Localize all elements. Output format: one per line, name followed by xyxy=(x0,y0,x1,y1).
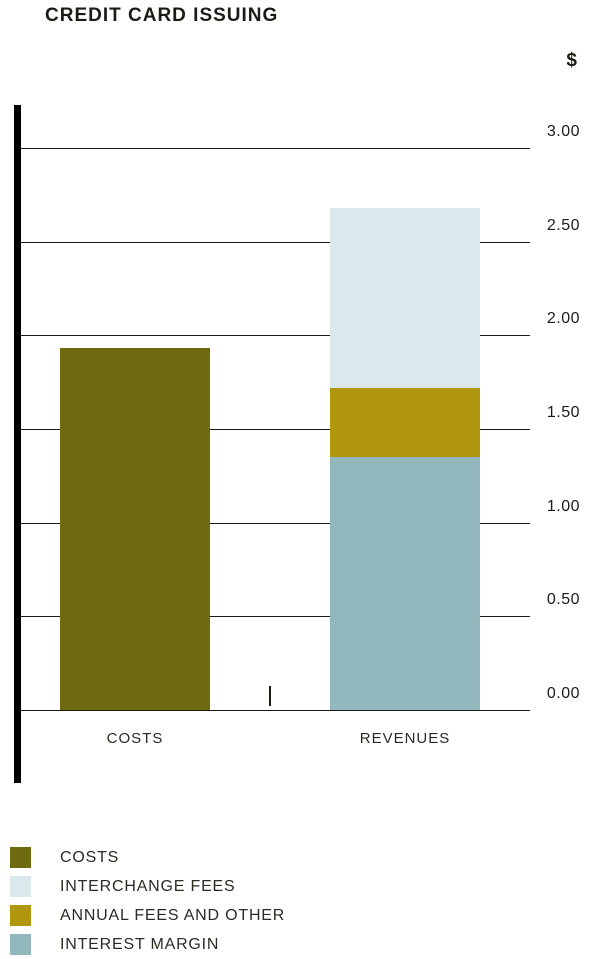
y-tick-label-2.50: 2.50 xyxy=(546,216,580,234)
legend-item-interchange-fees: INTERCHANGE FEES xyxy=(10,872,285,901)
legend-swatch xyxy=(10,905,31,926)
legend-item-costs: COSTS xyxy=(10,843,285,872)
gridline-2.50 xyxy=(21,241,530,243)
chart-title: CREDIT CARD ISSUING xyxy=(45,5,279,26)
x-label-costs: COSTS xyxy=(106,730,164,747)
gridline-2.00 xyxy=(21,335,530,337)
y-tick-label-0.00: 0.00 xyxy=(546,685,580,702)
legend-label: COSTS xyxy=(60,848,120,866)
gridline-1.50 xyxy=(21,429,530,430)
legend-swatch xyxy=(10,934,31,955)
bar-revenues-interest-margin xyxy=(330,457,480,710)
bar-costs-costs xyxy=(60,348,210,710)
bar-revenues-annual-fees-and-other xyxy=(330,387,480,458)
y-tick-label-3.00: 3.00 xyxy=(546,123,580,140)
gridline-1.00 xyxy=(21,522,530,524)
legend-swatch xyxy=(10,847,31,868)
legend-label: INTEREST MARGIN xyxy=(60,935,220,953)
legend-swatch xyxy=(10,876,31,897)
x-label-revenues: REVENUES xyxy=(359,730,451,747)
y-axis-unit-label: $ xyxy=(566,50,577,71)
legend-label: INTERCHANGE FEES xyxy=(60,877,236,895)
legend-item-interest-margin: INTEREST MARGIN xyxy=(10,930,285,959)
y-axis-line xyxy=(14,105,21,783)
y-tick-label-2.00: 2.00 xyxy=(546,310,580,328)
gridline-3.00 xyxy=(21,148,530,149)
y-tick-label-1.50: 1.50 xyxy=(546,404,580,421)
legend-label: ANNUAL FEES AND OTHER xyxy=(60,906,286,924)
gridline-0.50 xyxy=(21,616,530,618)
x-axis-tick xyxy=(269,686,271,706)
gridline-0.00 xyxy=(21,710,530,711)
bar-revenues-interchange-fees xyxy=(330,207,480,388)
y-tick-label-0.50: 0.50 xyxy=(546,591,580,609)
y-tick-label-1.00: 1.00 xyxy=(546,497,580,515)
legend-item-annual-fees-and-other: ANNUAL FEES AND OTHER xyxy=(10,901,285,930)
legend: COSTS INTERCHANGE FEES ANNUAL FEES AND OTH… xyxy=(10,843,285,959)
